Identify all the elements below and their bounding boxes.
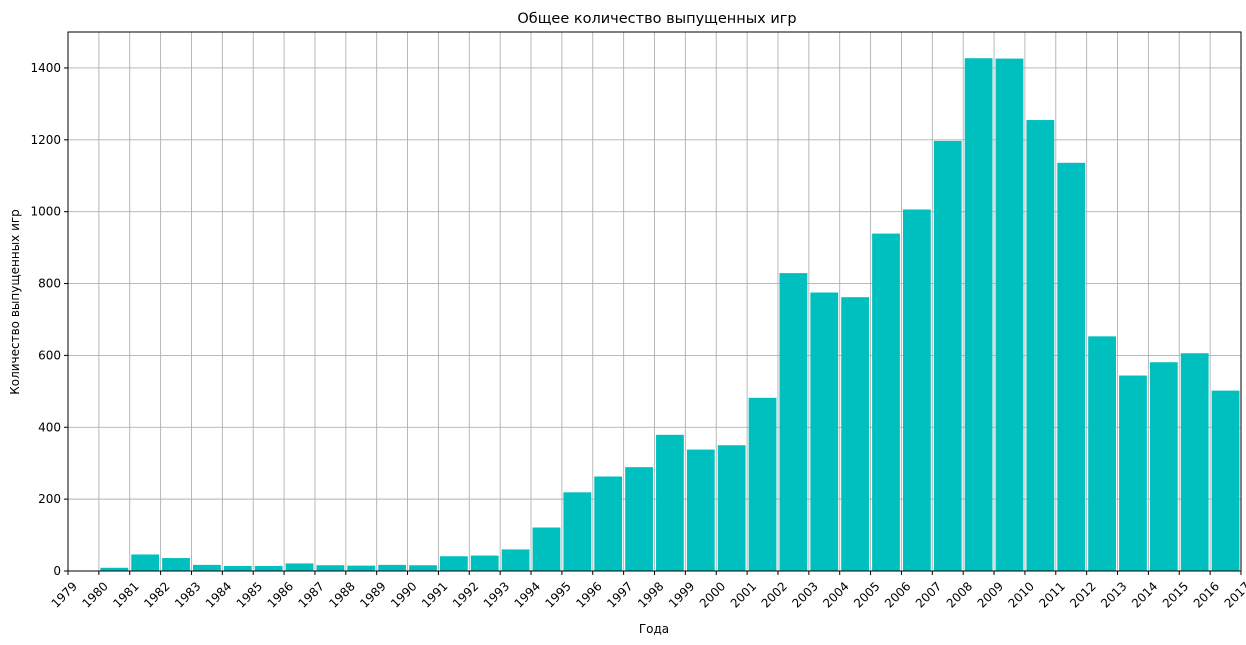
bar	[964, 58, 993, 572]
y-tick-label: 200	[38, 492, 61, 506]
bar	[316, 565, 345, 571]
x-axis-label: Года	[639, 622, 669, 636]
x-tick-label: 2002	[759, 579, 790, 610]
bar	[378, 564, 407, 571]
x-tick-label: 1983	[172, 579, 203, 610]
x-tick-label: 2001	[728, 579, 759, 610]
x-tick-label: 1979	[49, 579, 80, 610]
x-tick-label: 1981	[110, 579, 141, 610]
x-tick-label: 1996	[573, 579, 604, 610]
x-tick-label: 2008	[944, 579, 975, 610]
x-tick-label: 1980	[79, 579, 110, 610]
y-tick-label: 800	[38, 277, 61, 291]
x-tick-label: 2000	[697, 579, 728, 610]
x-tick-label: 2017	[1222, 579, 1246, 610]
x-tick-label: 1993	[481, 579, 512, 610]
x-tick-label: 1989	[357, 579, 388, 610]
bar	[439, 556, 468, 571]
bar	[501, 549, 530, 571]
bar	[748, 397, 777, 571]
x-tick-label: 2006	[882, 579, 913, 610]
bar	[1211, 390, 1240, 571]
bar	[1057, 162, 1086, 571]
bar	[193, 564, 221, 571]
bar	[933, 140, 962, 572]
x-tick-label: 1992	[450, 579, 481, 610]
x-tick-label: 1987	[296, 579, 327, 610]
y-tick-label: 0	[53, 564, 61, 578]
bar	[1180, 353, 1209, 571]
bar	[995, 58, 1024, 571]
bar	[779, 273, 808, 571]
bar	[223, 565, 252, 571]
x-tick-label: 1997	[604, 579, 635, 610]
chart-title: Общее количество выпущенных игр	[517, 11, 796, 27]
bar	[532, 527, 561, 571]
bar	[1026, 120, 1055, 571]
bar	[1119, 375, 1147, 571]
bar	[1149, 362, 1178, 571]
y-axis-label: Количество выпущенных игр	[8, 209, 22, 395]
y-tick-label: 1400	[30, 61, 61, 75]
x-tick-label: 1999	[666, 579, 697, 610]
bar	[1088, 336, 1116, 571]
bar	[285, 563, 314, 571]
y-tick-label: 1000	[30, 205, 61, 219]
bar	[841, 297, 870, 571]
x-tick-label: 2005	[851, 579, 882, 610]
bar	[162, 558, 190, 571]
x-tick-label: 2007	[913, 579, 944, 610]
bar	[810, 292, 839, 571]
y-tick-label: 1200	[30, 133, 61, 147]
bar	[131, 554, 160, 571]
x-tick-label: 1991	[419, 579, 450, 610]
bars	[100, 58, 1240, 572]
bar	[409, 565, 437, 571]
bar	[347, 565, 376, 571]
x-tick-label: 2009	[975, 579, 1006, 610]
x-tick-label: 1982	[141, 579, 172, 610]
x-tick-label: 2016	[1191, 579, 1222, 610]
x-tick-label: 1990	[388, 579, 419, 610]
x-tick-label: 2012	[1067, 579, 1098, 610]
x-tick-label: 2004	[820, 579, 851, 610]
y-tick-label: 400	[38, 420, 61, 434]
bar	[902, 209, 931, 571]
bar	[625, 467, 653, 571]
bar	[717, 445, 746, 571]
x-tick-label: 1995	[542, 579, 573, 610]
x-tick-label: 2014	[1129, 579, 1160, 610]
x-axis-ticks: 1979 1980 1981 1982 1983 1984 1985 1986 1987 1988…	[49, 571, 1246, 611]
x-tick-label: 1986	[265, 579, 296, 610]
x-tick-label: 2013	[1098, 579, 1129, 610]
x-tick-label: 1988	[326, 579, 357, 610]
x-tick-label: 2010	[1005, 579, 1036, 610]
bar	[563, 492, 592, 571]
bar	[656, 434, 684, 571]
x-tick-label: 1984	[203, 579, 234, 610]
bar	[686, 449, 715, 571]
x-tick-label: 1994	[512, 579, 543, 610]
bar	[594, 476, 623, 571]
y-tick-label: 600	[38, 348, 61, 362]
bar	[470, 555, 499, 571]
bar	[254, 565, 283, 571]
x-tick-label: 2003	[789, 579, 820, 610]
bar	[872, 233, 900, 571]
bar	[100, 567, 129, 571]
x-tick-label: 2015	[1160, 579, 1191, 610]
x-tick-label: 2011	[1036, 579, 1067, 610]
y-axis-ticks: 0 200 400 600 800 1000 1200 1400	[30, 61, 68, 578]
x-tick-label: 1998	[635, 579, 666, 610]
x-tick-label: 1985	[234, 579, 265, 610]
